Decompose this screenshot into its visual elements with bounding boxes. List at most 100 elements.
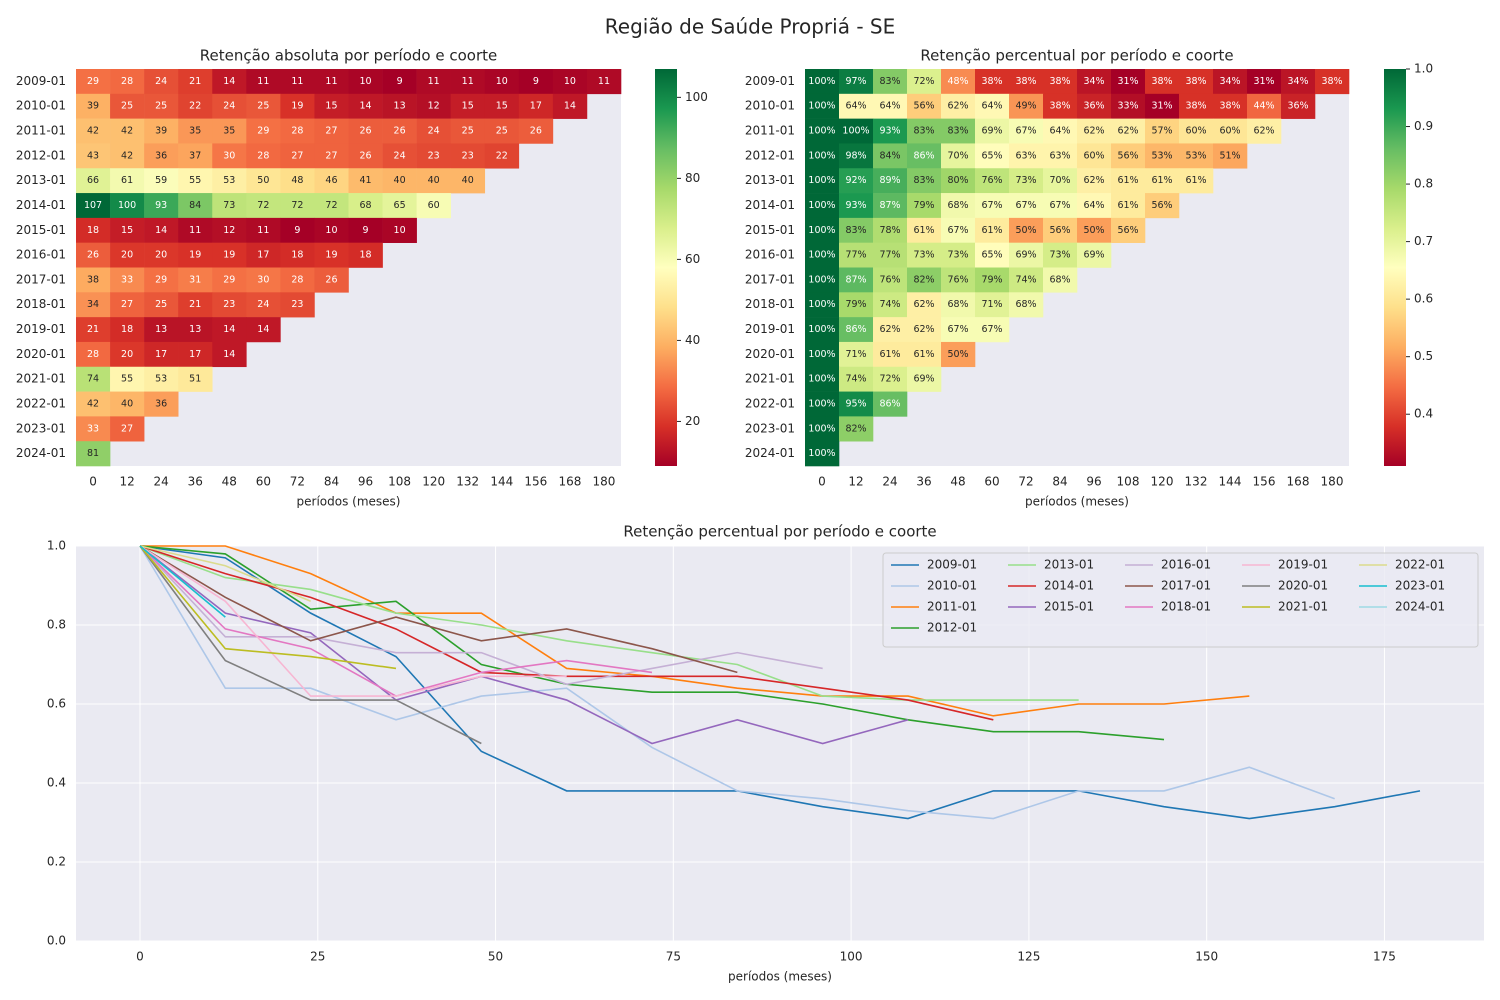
y-tick-label: 2019-01 [16, 322, 66, 336]
heatmap-cell [873, 118, 908, 144]
cell-label: 21 [189, 76, 201, 87]
cell-label: 25 [155, 299, 167, 310]
legend-label: 2019-01 [1278, 558, 1328, 572]
cell-label: 100% [808, 200, 835, 211]
cell-label: 21 [87, 324, 99, 335]
heatmap-cell [1281, 93, 1316, 119]
cell-label: 42 [121, 150, 133, 161]
cell-label: 81 [87, 448, 99, 459]
heatmap-cell [1145, 118, 1180, 144]
cell-label: 9 [397, 76, 403, 87]
cell-label: 37 [189, 150, 201, 161]
series-line [139, 545, 909, 745]
x-tick-label: 84 [324, 475, 339, 489]
heatmap-cell [805, 341, 840, 368]
heatmap-cell [518, 118, 554, 144]
cell-label: 23 [223, 299, 235, 310]
cell-label: 27 [121, 299, 133, 310]
cell-label: 56% [1049, 225, 1070, 236]
cell-label: 25 [155, 101, 167, 112]
cell-label: 83% [845, 225, 866, 236]
heatmap-cell [873, 317, 908, 343]
heatmap-cell [873, 193, 908, 219]
heatmap-cell [450, 118, 486, 144]
heatmap-cell [839, 143, 874, 169]
heatmap-cell [941, 143, 976, 169]
heatmap-cell [212, 267, 247, 293]
cell-label: 27 [325, 126, 337, 137]
heatmap-cell [348, 118, 383, 144]
cell-label: 24 [394, 150, 406, 161]
heatmap-cell [805, 441, 840, 467]
heatmap-cell [212, 341, 247, 368]
legend-label: 2020-01 [1278, 579, 1328, 593]
cell-label: 18 [87, 225, 99, 236]
cell-label: 19 [223, 250, 235, 261]
cell-label: 42 [87, 398, 99, 409]
colorbar-tick-label: 0.7 [1414, 234, 1433, 248]
heatmap-cell [805, 366, 840, 392]
x-axis-label: períodos (meses) [728, 970, 832, 984]
heatmap-cell [212, 93, 247, 119]
heatmap-cell [839, 193, 874, 219]
heatmap-cell [805, 193, 840, 219]
heatmap-cell [1111, 93, 1146, 119]
cell-label: 55 [189, 175, 201, 186]
y-tick-label: 2021-01 [745, 372, 795, 386]
heatmap-cell [805, 143, 840, 169]
cell-label: 95% [845, 398, 866, 409]
heatmap-cell [873, 366, 908, 392]
heatmap-cell [1009, 267, 1044, 293]
heatmap-cell [907, 143, 942, 169]
cell-label: 98% [845, 150, 866, 161]
heatmap-cell [76, 69, 111, 95]
heatmap-cell [76, 267, 111, 293]
heatmap-cell [110, 118, 145, 144]
cell-label: 20 [155, 250, 167, 261]
heatmap-cell [805, 292, 840, 318]
heatmap-cell [1213, 69, 1248, 95]
cell-label: 34% [1219, 76, 1240, 87]
heatmap-cell [76, 441, 111, 467]
cell-label: 67% [1049, 200, 1070, 211]
series-line [139, 545, 567, 697]
heatmap-cell [873, 168, 908, 194]
heatmap-cell [144, 69, 179, 95]
heatmap-cell [314, 168, 349, 194]
cell-label: 67% [981, 200, 1002, 211]
cell-label: 53 [223, 175, 235, 186]
y-tick-label: 2020-01 [16, 347, 66, 361]
cell-label: 38% [1321, 76, 1342, 87]
cell-label: 14 [257, 324, 269, 335]
heatmap-cell [907, 193, 942, 219]
cell-label: 57% [1151, 126, 1172, 137]
heatmap-cell [212, 217, 247, 243]
legend-label: 2013-01 [1044, 558, 1094, 572]
cell-label: 72 [257, 200, 269, 211]
heatmap-cell [975, 292, 1010, 318]
y-tick-label: 2012-01 [745, 148, 795, 162]
heatmap-cell [280, 267, 315, 293]
heatmap-cell [280, 93, 315, 119]
heatmap-cell [941, 242, 976, 268]
heatmap-cell [382, 143, 417, 169]
cell-label: 27 [121, 423, 133, 434]
cell-label: 36% [1287, 101, 1308, 112]
legend-label: 2017-01 [1161, 579, 1211, 593]
heatmap-cell [1247, 69, 1282, 95]
heatmap-cell [450, 143, 486, 169]
cell-label: 100% [808, 299, 835, 310]
cell-label: 61% [1151, 175, 1172, 186]
cell-label: 100% [808, 398, 835, 409]
cell-label: 28 [87, 349, 99, 360]
heatmap-cell [178, 242, 213, 268]
heatmap-cell [348, 242, 383, 268]
cell-label: 25 [496, 126, 508, 137]
heatmap-cell [212, 242, 247, 268]
heatmap-cell [1213, 93, 1248, 119]
heatmap-cell [178, 168, 213, 194]
heatmap-cell [805, 242, 840, 268]
cell-label: 74% [845, 374, 866, 385]
cell-label: 64% [981, 101, 1002, 112]
x-tick-label: 125 [1017, 950, 1040, 964]
